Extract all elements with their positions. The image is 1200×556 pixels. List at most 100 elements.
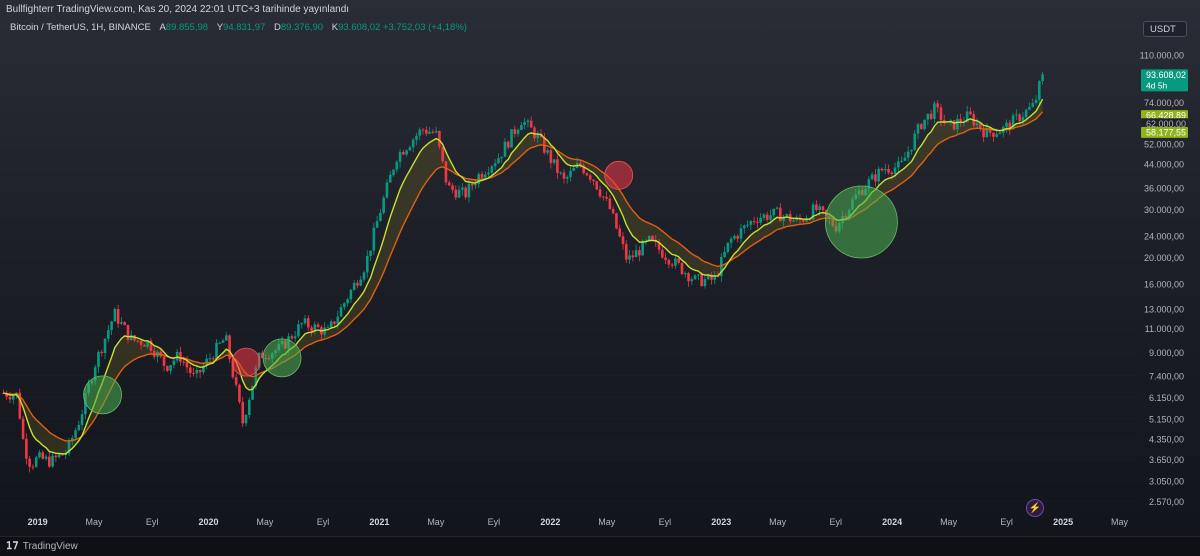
candle-body (34, 457, 38, 467)
candle-body (811, 204, 815, 220)
candle-body (959, 118, 962, 123)
candle-body (608, 198, 612, 209)
x-tick-label: Eyl (830, 517, 843, 527)
candle-body (621, 236, 625, 245)
y-tick-label: 7.400,00 (1149, 371, 1184, 381)
candle-body (870, 174, 874, 180)
candle-body (874, 174, 877, 182)
candle-body (746, 224, 749, 226)
candle-body (992, 132, 995, 137)
candle-body (631, 255, 635, 258)
candle-body (97, 351, 100, 368)
candle-body (228, 335, 231, 359)
candle-body (759, 217, 762, 223)
candle-body (349, 289, 353, 300)
candle-body (762, 214, 766, 218)
candle-body (713, 275, 717, 280)
candle-body (484, 174, 487, 178)
candle-body (785, 214, 789, 217)
ma-ribbon (3, 99, 1043, 454)
currency-button[interactable]: USDT (1143, 21, 1187, 37)
candle-body (624, 244, 628, 260)
candle-body (690, 279, 694, 282)
candle-body (431, 131, 435, 133)
candle-body (815, 204, 818, 211)
candle-body (880, 168, 884, 171)
candle-body (336, 316, 340, 324)
candle-body (146, 340, 149, 347)
candle-body (61, 454, 64, 456)
candle-body (424, 129, 428, 134)
y-tick-label: 3.650,00 (1149, 455, 1184, 465)
y-tick-label: 20.000,00 (1144, 253, 1184, 263)
candle-body (733, 235, 736, 239)
y-tick-label: 4.350,00 (1149, 434, 1184, 444)
lightning-icon[interactable]: ⚡ (1026, 499, 1044, 517)
candle-body (362, 272, 366, 280)
y-tick-label: 24.000,00 (1144, 232, 1184, 242)
candle-body (38, 452, 41, 458)
y-tick-label: 3.050,00 (1149, 477, 1184, 487)
price-label-box (1141, 126, 1188, 138)
grid (0, 54, 1140, 502)
candle-body (359, 279, 363, 286)
candle-body (893, 167, 897, 174)
x-tick-label: Eyl (1000, 517, 1013, 527)
candle-body (710, 274, 713, 280)
candle-body (375, 221, 379, 228)
candle-body (956, 118, 959, 130)
candle-body (297, 324, 300, 337)
candle-body (438, 131, 441, 147)
candle-body (569, 170, 572, 177)
x-tick-label: 2024 (882, 517, 902, 527)
candle-body (592, 179, 595, 182)
highlight-circles (83, 160, 898, 415)
y-tick-label: 2.570,00 (1149, 497, 1184, 507)
candle-body (316, 324, 320, 328)
candle-body (1024, 109, 1028, 118)
candle-body (405, 150, 408, 155)
candle-body (25, 438, 28, 459)
candle-body (579, 162, 582, 166)
candle-body (520, 125, 523, 130)
candle-body (949, 120, 953, 122)
candle-body (913, 133, 917, 150)
candle-body (529, 120, 533, 128)
green-highlight-circle (825, 185, 898, 259)
candle-body (175, 351, 179, 361)
candle-body (818, 206, 821, 211)
candle-body (211, 358, 215, 360)
symbol-name: Bitcoin / TetherUS, 1H, BINANCE (10, 22, 151, 33)
candle-body (352, 282, 356, 290)
candle-body (100, 351, 104, 354)
candle-body (611, 208, 615, 214)
ohlc-close: 93.608,02 +3.752,03 (+4,18%) (338, 22, 467, 33)
red-highlight-circle (231, 347, 261, 377)
tradingview-logo[interactable]: 𝟣𝟩 TradingView (6, 541, 78, 552)
candle-body (1015, 114, 1018, 116)
candle-body (143, 344, 146, 347)
candle-body (356, 282, 359, 286)
candle-body (70, 437, 74, 441)
candle-body (801, 220, 805, 222)
candle-body (887, 168, 890, 173)
candle-body (77, 424, 81, 431)
publisher-line: Bullfighterr TradingView.com, Kas 20, 20… (6, 4, 350, 15)
candle-body (1034, 99, 1038, 103)
candle-body (21, 418, 25, 439)
candle-body (421, 129, 425, 131)
candle-body (379, 212, 382, 222)
x-tick-label: Eyl (488, 517, 501, 527)
candle-body (978, 123, 982, 130)
x-tick-label: May (256, 517, 274, 527)
candle-body (703, 279, 707, 287)
x-tick-label: May (769, 517, 787, 527)
candle-body (867, 179, 871, 189)
candle-body (506, 141, 510, 148)
candle-body (900, 160, 903, 162)
price-label-text: 93.608,02 (1146, 70, 1186, 80)
candle-body (480, 173, 484, 178)
candle-body (618, 228, 622, 237)
